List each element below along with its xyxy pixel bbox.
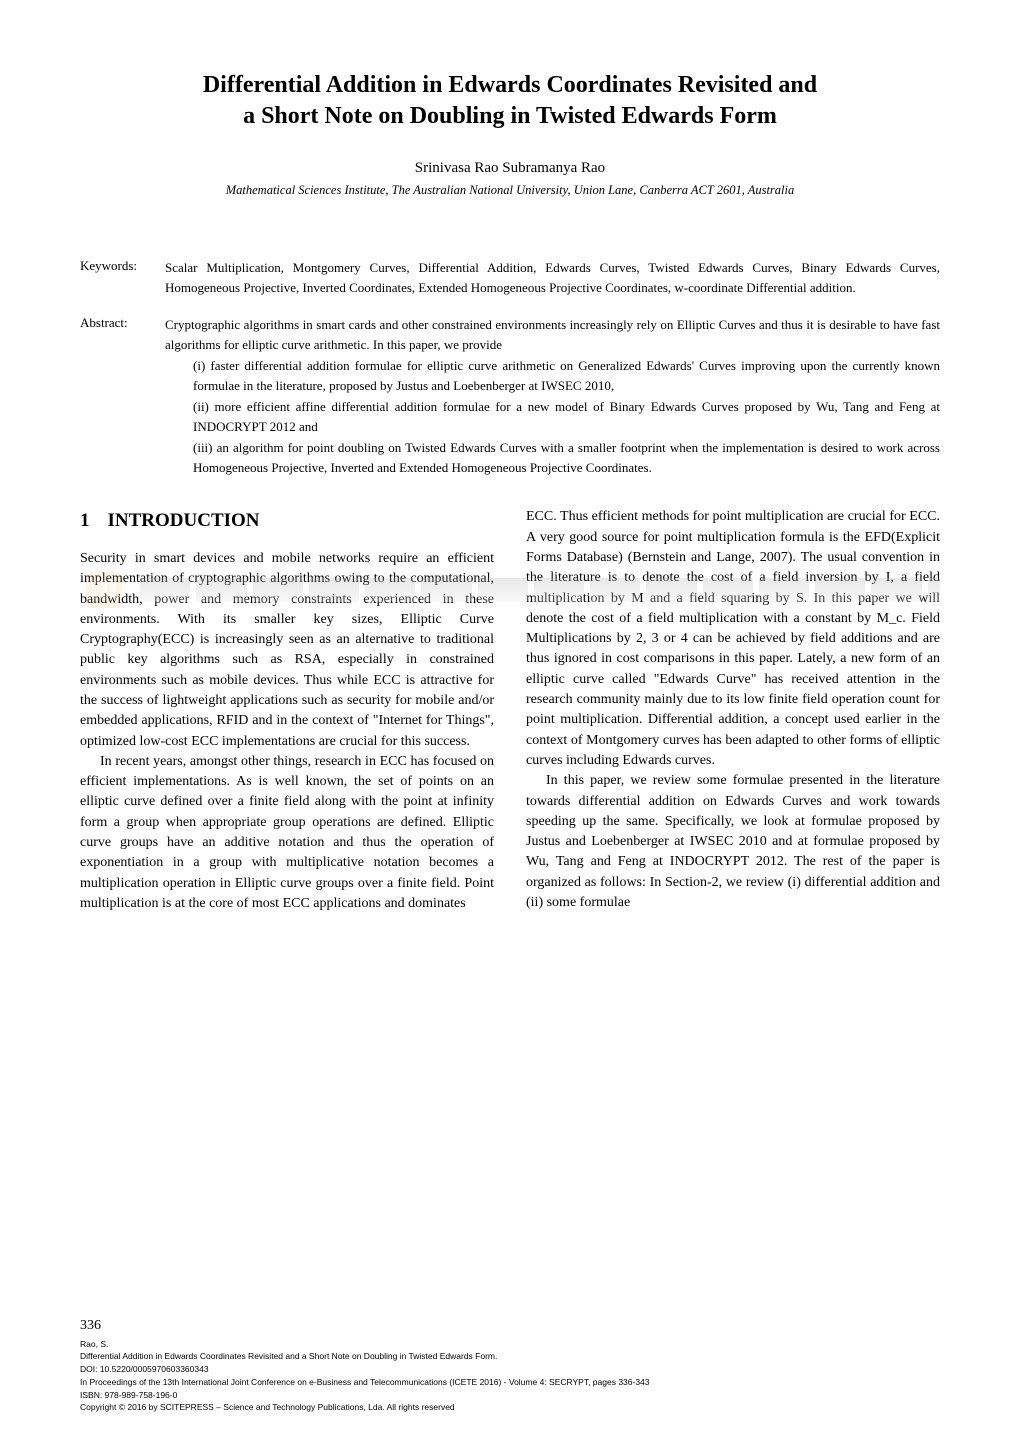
col1-para2: In recent years, amongst other things, r…: [80, 752, 494, 914]
col1-para1: Security in smart devices and mobile net…: [80, 549, 494, 752]
abstract-p2: (i) faster differential addition formula…: [165, 356, 940, 395]
footer-doi: DOI: 10.5220/0005970603360343: [80, 1363, 940, 1376]
footer-title: Differential Addition in Edwards Coordin…: [80, 1350, 940, 1363]
column-left: 1 INTRODUCTION Security in smart devices …: [80, 507, 494, 914]
author-affiliation: Mathematical Sciences Institute, The Aus…: [80, 183, 940, 198]
body-columns: 1 INTRODUCTION Security in smart devices …: [80, 507, 940, 914]
column-right: ECC. Thus efficient methods for point mu…: [526, 507, 940, 914]
section-title: INTRODUCTION: [108, 510, 260, 531]
abstract-p3: (ii) more efficient affine differential …: [165, 397, 940, 436]
abstract-p4: (iii) an algorithm for point doubling on…: [165, 438, 940, 477]
footer-isbn: ISBN: 978-989-758-196-0: [80, 1389, 940, 1402]
author-name: Srinivasa Rao Subramanya Rao: [80, 160, 940, 177]
footer-proceedings: In Proceedings of the 13th International…: [80, 1376, 940, 1389]
footer-copyright: Copyright © 2016 by SCITEPRESS – Science…: [80, 1401, 940, 1414]
keywords-content: Scalar Multiplication, Montgomery Curves…: [165, 258, 940, 297]
abstract-content: Cryptographic algorithms in smart cards …: [165, 315, 940, 477]
col2-para2: In this paper, we review some formulae p…: [526, 771, 940, 913]
abstract-p1: Cryptographic algorithms in smart cards …: [165, 315, 940, 354]
keywords-label: Keywords:: [80, 258, 165, 297]
section-heading: 1 INTRODUCTION: [80, 507, 494, 535]
paper-title-line2: a Short Note on Doubling in Twisted Edwa…: [80, 101, 940, 132]
keywords-row: Keywords: Scalar Multiplication, Montgom…: [80, 258, 940, 297]
paper-title-line1: Differential Addition in Edwards Coordin…: [80, 70, 940, 101]
col2-para1: ECC. Thus efficient methods for point mu…: [526, 507, 940, 771]
title-block: Differential Addition in Edwards Coordin…: [80, 70, 940, 132]
author-block: Srinivasa Rao Subramanya Rao Mathematica…: [80, 160, 940, 198]
abstract-label: Abstract:: [80, 315, 165, 477]
page-footer: 336 Rao, S. Differential Addition in Edw…: [80, 1318, 940, 1415]
section-number: 1: [80, 510, 90, 531]
footer-author: Rao, S.: [80, 1338, 940, 1351]
abstract-row: Abstract: Cryptographic algorithms in sm…: [80, 315, 940, 477]
page-number: 336: [80, 1318, 940, 1334]
